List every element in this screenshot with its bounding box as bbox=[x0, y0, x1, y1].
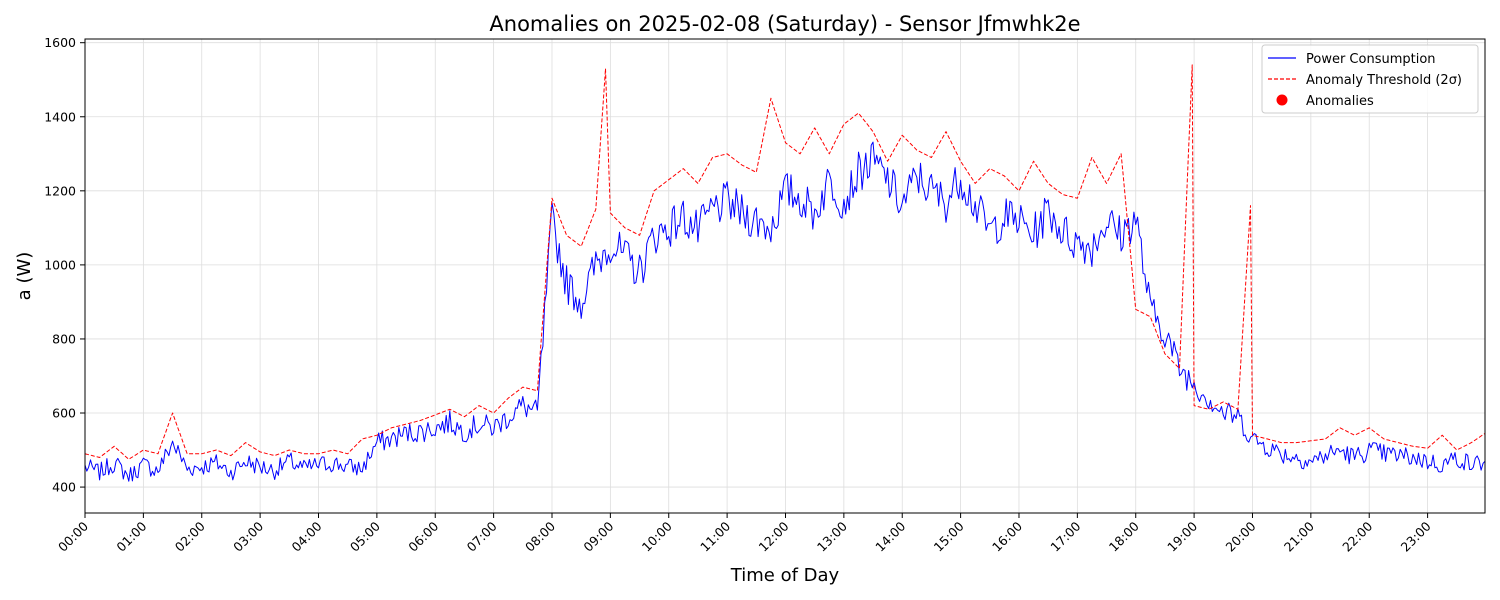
x-axis-title: Time of Day bbox=[730, 565, 840, 586]
legend-anomaly-label: Anomalies bbox=[1306, 94, 1374, 109]
y-tick-label: 600 bbox=[52, 406, 76, 421]
legend-box bbox=[1261, 44, 1479, 114]
y-axis-title: a (W) bbox=[14, 252, 35, 301]
chart-title: Anomalies on 2025-02-08 (Saturday) - Sen… bbox=[489, 12, 1080, 36]
legend: Power Consumption Anomaly Threshold (2σ)… bbox=[1261, 44, 1479, 114]
legend-anomaly-marker bbox=[1276, 94, 1288, 106]
legend-power-label: Power Consumption bbox=[1306, 52, 1436, 67]
y-tick-label: 800 bbox=[52, 331, 76, 346]
y-tick-label: 1600 bbox=[44, 35, 76, 50]
grid-lines bbox=[84, 39, 1485, 513]
y-tick-label: 400 bbox=[52, 480, 76, 495]
y-tick-label: 1400 bbox=[44, 109, 76, 124]
power-series-line bbox=[84, 141, 1486, 482]
threshold-series-line bbox=[84, 64, 1486, 460]
series-lines bbox=[84, 64, 1486, 482]
y-tick-label: 1200 bbox=[44, 183, 76, 198]
legend-threshold-label: Anomaly Threshold (2σ) bbox=[1306, 73, 1462, 88]
y-tick-label: 1000 bbox=[44, 257, 76, 272]
